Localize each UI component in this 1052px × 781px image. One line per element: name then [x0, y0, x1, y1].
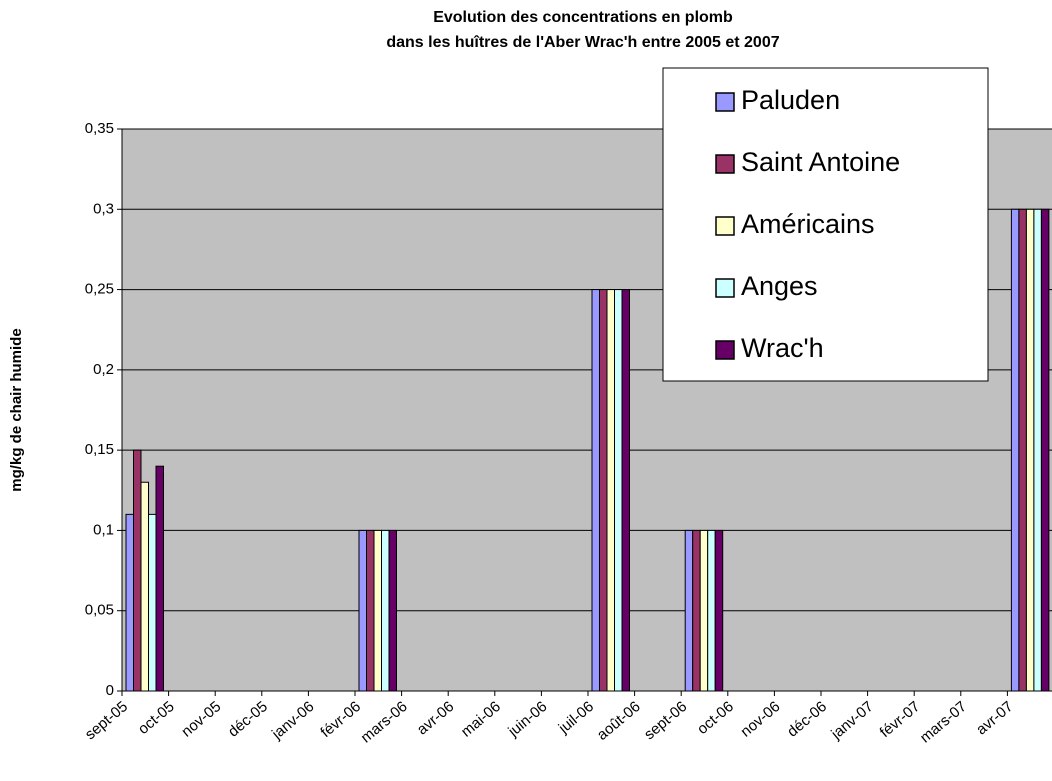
- x-tick-label: févr-07: [877, 698, 924, 741]
- legend-label: Paluden: [741, 85, 840, 115]
- x-tick-label: févr-06: [317, 698, 364, 741]
- legend-label: Wrac'h: [741, 333, 824, 363]
- x-tick-label: mai-06: [458, 698, 504, 741]
- bar: [699, 529, 709, 692]
- bar: [133, 449, 142, 692]
- legend-swatch: [715, 278, 735, 298]
- bar: [1033, 208, 1042, 692]
- bar: [1010, 208, 1020, 692]
- x-tick-label: avr-06: [414, 698, 458, 738]
- x-tick-label: mars-07: [917, 698, 970, 746]
- y-tick-label: 0,3: [93, 200, 114, 217]
- x-tick-label: sept-05: [82, 698, 131, 743]
- x-tick-label: juin-06: [504, 698, 550, 741]
- x-tick-label: nov-06: [737, 698, 783, 741]
- x-tick-label: janv-06: [268, 698, 317, 743]
- y-tick-label: 0,05: [85, 602, 114, 619]
- x-tick-label: mars-06: [358, 698, 411, 746]
- bar: [1025, 208, 1035, 692]
- bar: [140, 481, 149, 692]
- bar: [621, 289, 630, 692]
- x-tick-label: janv-07: [827, 698, 876, 743]
- bar: [373, 529, 382, 692]
- legend-swatch: [715, 340, 735, 360]
- legend-label: Américains: [741, 209, 875, 239]
- bar: [366, 529, 375, 692]
- y-axis-label: mg/kg de chair humide: [8, 328, 25, 491]
- x-tick-label: oct-05: [135, 698, 178, 738]
- y-tick-label: 0,1: [93, 521, 114, 538]
- bar: [1040, 208, 1050, 692]
- y-tick-label: 0,25: [85, 281, 114, 298]
- legend-label: Saint Antoine: [741, 147, 900, 177]
- bar: [591, 289, 600, 692]
- y-tick-label: 0,15: [85, 441, 114, 458]
- bar: [714, 529, 724, 692]
- y-tick-label: 0,35: [85, 120, 114, 137]
- y-tick-label: 0: [106, 682, 114, 699]
- bar: [381, 529, 390, 692]
- bar: [614, 289, 623, 692]
- x-tick-label: déc-06: [784, 698, 830, 741]
- x-tick-label: oct-06: [694, 698, 737, 738]
- bar: [599, 289, 608, 692]
- legend-label: Anges: [741, 271, 818, 301]
- x-tick-label: août-06: [594, 698, 644, 744]
- x-tick-label: déc-05: [225, 698, 271, 741]
- x-tick-label: sept-06: [641, 698, 690, 743]
- bar: [155, 465, 164, 692]
- bar: [707, 529, 716, 692]
- chart-subtitle: dans les huîtres de l'Aber Wrac'h entre …: [386, 34, 779, 51]
- bar: [684, 529, 694, 692]
- bar: [388, 529, 397, 692]
- y-tick-label: 0,2: [93, 361, 114, 378]
- bar: [125, 513, 134, 692]
- bar: [606, 289, 615, 692]
- legend-swatch: [715, 216, 735, 236]
- bar: [358, 529, 367, 692]
- chart-title: Evolution des concentrations en plomb: [433, 9, 733, 26]
- legend-swatch: [715, 92, 735, 112]
- bar: [692, 529, 701, 692]
- legend-swatch: [715, 154, 735, 174]
- x-tick-label: nov-05: [178, 698, 224, 741]
- x-tick-label: avr-07: [973, 698, 1017, 738]
- x-tick-label: juil-06: [555, 698, 597, 737]
- bar: [1018, 208, 1027, 692]
- bar: [148, 513, 157, 692]
